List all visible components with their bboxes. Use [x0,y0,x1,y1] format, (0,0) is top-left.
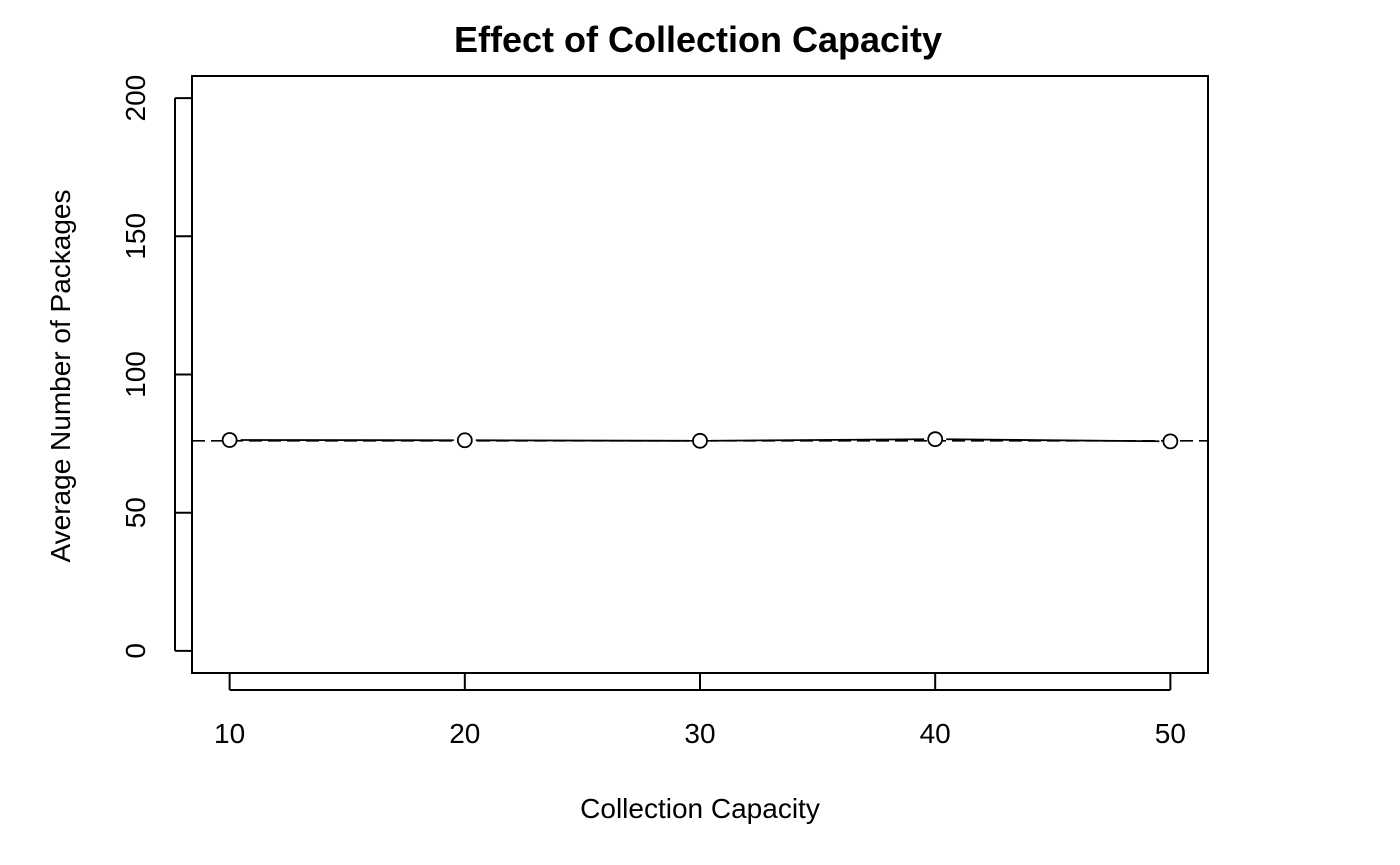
y-tick-label: 100 [120,351,151,398]
x-axis-label: Collection Capacity [580,793,820,824]
x-tick-label: 50 [1155,718,1186,749]
series-line-segment [946,438,1160,443]
series-line-segment [475,439,690,442]
x-axis: 10 20 30 40 50 [214,673,1186,749]
y-tick-label: 150 [120,213,151,260]
series-line-segment [710,438,925,442]
data-point [927,431,944,448]
x-tick-label: 20 [449,718,480,749]
data-point [692,432,708,449]
y-tick-label: 50 [120,497,151,528]
y-tick-label: 0 [120,643,151,659]
chart-title: Effect of Collection Capacity [454,19,942,60]
y-tick-label: 200 [120,75,151,122]
data-point [456,432,473,449]
x-tick-label: 10 [214,718,245,749]
y-axis: 0 50 100 150 200 [120,75,192,659]
y-axis-label: Average Number of Packages [45,189,76,562]
series-group [221,431,1179,450]
data-point [1162,433,1179,450]
data-point [221,432,238,448]
plot-box [191,75,1209,674]
x-tick-label: 40 [920,718,951,749]
x-tick-label: 30 [684,718,715,749]
